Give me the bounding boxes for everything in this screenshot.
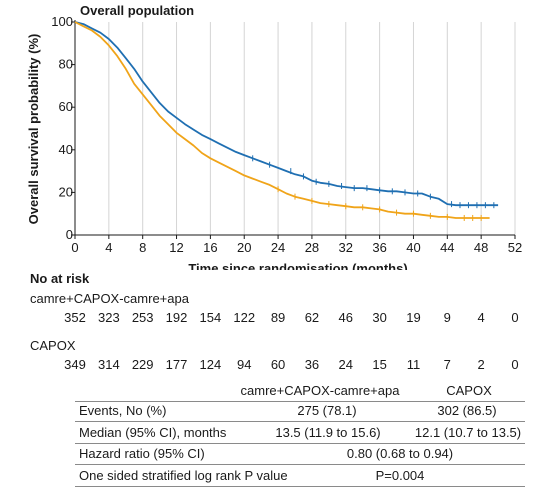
y-tick-label-2: 40 <box>59 142 73 157</box>
survival-curve-1 <box>74 21 490 219</box>
events-value-capox: 302 (86.5) <box>437 403 497 418</box>
stats-bottom-rule <box>75 486 525 487</box>
risk-count: 60 <box>270 357 286 372</box>
y-tick-labels: 0 20 40 60 80 100 <box>51 14 75 242</box>
events-value-camre: 275 (78.1) <box>297 403 357 418</box>
y-axis-label: Overall survival probability (%) <box>26 34 41 225</box>
risk-count: 89 <box>270 310 286 325</box>
x-axis-label: Time since randomisation (months) <box>188 261 407 270</box>
x-tick-label-2: 8 <box>139 240 146 255</box>
stats-rule-3 <box>75 464 525 465</box>
x-tick-label-12: 48 <box>474 240 488 255</box>
x-tick-label-0: 0 <box>71 240 78 255</box>
y-tick-label-3: 60 <box>59 99 73 114</box>
risk-count: 352 <box>64 310 86 325</box>
risk-count: 30 <box>372 310 387 325</box>
hazard-ratio-value: 0.80 (0.68 to 0.94) <box>346 446 454 461</box>
risk-count: 62 <box>304 310 320 325</box>
x-tick-label-4: 16 <box>203 240 217 255</box>
median-label: Median (95% CI), months <box>79 425 227 440</box>
x-tick-label-8: 32 <box>339 240 353 255</box>
median-value-capox: 12.1 (10.7 to 13.5) <box>414 425 522 440</box>
risk-count: 94 <box>236 357 252 372</box>
risk-count: 11 <box>406 357 421 372</box>
risk-count: 36 <box>304 357 320 372</box>
p-value: P=0.004 <box>375 468 425 483</box>
risk-count: 9 <box>443 310 451 325</box>
risk-count: 7 <box>443 357 451 372</box>
y-tick-label-1: 20 <box>59 184 73 199</box>
risk-group-label-camre: camre+CAPOX-camre+apa <box>30 291 189 306</box>
stats-rule-2 <box>75 443 525 444</box>
y-tick-label-5: 100 <box>51 14 73 29</box>
y-tick-label-0: 0 <box>66 227 73 242</box>
x-tick-label-6: 24 <box>271 240 285 255</box>
risk-count: 0 <box>511 310 519 325</box>
x-tick-label-5: 20 <box>237 240 251 255</box>
survival-curves <box>74 21 499 221</box>
risk-count: 229 <box>131 357 154 372</box>
hazard-ratio-label: Hazard ratio (95% CI) <box>79 446 205 461</box>
risk-count: 0 <box>511 357 519 372</box>
risk-count: 4 <box>477 310 485 325</box>
risk-count: 154 <box>199 310 222 325</box>
x-tick-label-9: 36 <box>372 240 386 255</box>
x-tick-label-13: 52 <box>508 240 522 255</box>
y-tick-label-4: 80 <box>59 57 73 72</box>
series-camre <box>74 21 499 209</box>
risk-count: 15 <box>372 357 387 372</box>
x-tick-label-1: 4 <box>105 240 112 255</box>
risk-count: 24 <box>338 357 353 372</box>
risk-count: 122 <box>233 310 256 325</box>
risk-count: 46 <box>338 310 353 325</box>
risk-count: 177 <box>165 357 188 372</box>
chart-axes <box>74 20 515 236</box>
risk-count: 19 <box>406 310 421 325</box>
risk-count: 314 <box>97 357 120 372</box>
stats-rule-1 <box>75 421 525 422</box>
events-label: Events, No (%) <box>79 403 167 418</box>
vertical-gridlines <box>108 22 516 235</box>
risk-count: 192 <box>165 310 188 325</box>
risk-count: 124 <box>199 357 222 372</box>
risk-count: 323 <box>97 310 120 325</box>
p-value-label: One sided stratified log rank P value <box>79 468 288 483</box>
median-value-camre: 13.5 (11.9 to 15.6) <box>275 425 381 440</box>
survival-curve-0 <box>74 21 499 207</box>
series-capox <box>74 21 490 221</box>
risk-count: 2 <box>477 357 485 372</box>
risk-count: 253 <box>131 310 154 325</box>
risk-table-heading: No at risk <box>30 271 90 286</box>
stats-header-capox: CAPOX <box>446 383 492 398</box>
risk-count: 349 <box>64 357 86 372</box>
risk-group-label-capox: CAPOX <box>30 338 76 353</box>
x-tick-label-3: 12 <box>169 240 183 255</box>
chart-title: Overall population <box>80 3 194 18</box>
x-tick-label-10: 40 <box>406 240 420 255</box>
x-tick-label-7: 28 <box>305 240 319 255</box>
stats-header-camre: camre+CAPOX-camre+apa <box>240 383 400 398</box>
stats-top-rule <box>75 401 525 402</box>
x-tick-labels: 0 4 8 12 16 20 24 28 32 36 40 44 48 52 <box>71 235 522 255</box>
x-tick-label-11: 44 <box>440 240 454 255</box>
